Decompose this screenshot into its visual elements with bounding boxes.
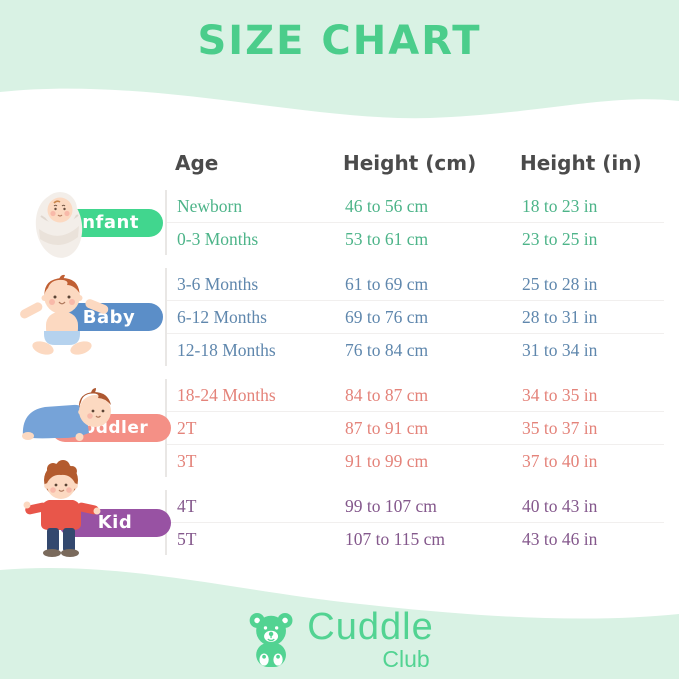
age-cell: 3-6 Months: [177, 273, 259, 294]
table-row: 2T 87 to 91 cm 35 to 37 in: [167, 411, 664, 444]
age-cell: 6-12 Months: [177, 306, 267, 327]
table-row: 5T 107 to 115 cm 43 to 46 in: [167, 522, 664, 555]
table-row: 3-6 Months 61 to 69 cm 25 to 28 in: [167, 268, 664, 300]
brand-subname: Club: [382, 646, 430, 672]
table-row: Newborn 46 to 56 cm 18 to 23 in: [167, 190, 664, 222]
height-cm-cell: 99 to 107 cm: [345, 495, 437, 516]
col-header-height-cm: Height (cm): [343, 151, 477, 175]
height-in-cell: 31 to 34 in: [522, 339, 598, 360]
header-wave-decoration: [0, 0, 679, 119]
group-label-infant: Infant: [15, 190, 165, 258]
brand-wordmark: Cuddle Club: [307, 608, 433, 671]
group-rows-baby: 3-6 Months 61 to 69 cm 25 to 28 in 6-12 …: [165, 268, 664, 366]
group-kid: Kid 4T 99 to 107 cm 40 to 43 in 5T 107 t…: [15, 460, 664, 557]
height-cm-cell: 91 to 99 cm: [345, 450, 429, 471]
height-in-cell: 37 to 40 in: [522, 450, 598, 471]
age-cell: 3T: [177, 450, 197, 471]
age-cell: 0-3 Months: [177, 228, 259, 249]
table-header-row: Age Height (cm) Height (in): [15, 142, 664, 184]
height-in-cell: 43 to 46 in: [522, 528, 598, 549]
age-cell: 2T: [177, 417, 197, 438]
page-title: SIZE CHART: [197, 18, 482, 64]
group-rows-toddler: 18-24 Months 84 to 87 cm 34 to 35 in 2T …: [165, 379, 664, 477]
age-cell: Newborn: [177, 195, 243, 216]
age-cell: 4T: [177, 495, 197, 516]
crawling-toddler-illustration-icon: [22, 388, 111, 441]
table-row: 0-3 Months 53 to 61 cm 23 to 25 in: [167, 222, 664, 255]
group-baby: Baby 3-6 Months 61 to 69 cm 25 to 28 in …: [15, 268, 664, 366]
col-header-height-in: Height (in): [520, 151, 642, 175]
height-in-cell: 40 to 43 in: [522, 495, 598, 516]
height-in-cell: 25 to 28 in: [522, 273, 598, 294]
standing-boy-illustration-icon: [23, 460, 101, 557]
table-row: 3T 91 to 99 cm 37 to 40 in: [167, 444, 664, 477]
height-in-cell: 23 to 25 in: [522, 228, 598, 249]
group-rows-infant: Newborn 46 to 56 cm 18 to 23 in 0-3 Mont…: [165, 190, 664, 255]
size-table: Age Height (cm) Height (in): [15, 142, 664, 557]
sitting-baby-illustration-icon: [20, 274, 109, 355]
group-rows-kid: 4T 99 to 107 cm 40 to 43 in 5T 107 to 11…: [165, 490, 664, 555]
height-cm-cell: 46 to 56 cm: [345, 195, 429, 216]
table-row: 18-24 Months 84 to 87 cm 34 to 35 in: [167, 379, 664, 411]
height-in-cell: 28 to 31 in: [522, 306, 598, 327]
height-cm-cell: 87 to 91 cm: [345, 417, 429, 438]
teddy-bear-logo-icon: [249, 612, 293, 667]
table-row: 12-18 Months 76 to 84 cm 31 to 34 in: [167, 333, 664, 366]
col-header-age: Age: [175, 151, 219, 175]
group-label-kid: Kid: [15, 460, 171, 557]
age-cell: 5T: [177, 528, 197, 549]
group-toddler: Toddler 18-24 Months 84 to 87 cm 34 to 3…: [15, 379, 664, 477]
height-in-cell: 35 to 37 in: [522, 417, 598, 438]
height-cm-cell: 84 to 87 cm: [345, 384, 429, 405]
group-label-toddler: Toddler: [15, 379, 171, 477]
brand-footer: Cuddle Club: [0, 608, 679, 671]
height-cm-cell: 69 to 76 cm: [345, 306, 429, 327]
group-label-baby: Baby: [15, 268, 165, 366]
height-cm-cell: 107 to 115 cm: [345, 528, 445, 549]
group-infant: Infant Newborn 46 to 56 cm 18 to 23 in 0…: [15, 190, 664, 258]
height-in-cell: 34 to 35 in: [522, 384, 598, 405]
table-row: 4T 99 to 107 cm 40 to 43 in: [167, 490, 664, 522]
height-in-cell: 18 to 23 in: [522, 195, 598, 216]
height-cm-cell: 76 to 84 cm: [345, 339, 429, 360]
height-cm-cell: 61 to 69 cm: [345, 273, 429, 294]
footer-wave-decoration: [0, 567, 679, 679]
swaddled-baby-illustration-icon: [35, 192, 83, 258]
age-cell: 18-24 Months: [177, 384, 276, 405]
brand-name: Cuddle: [307, 606, 434, 648]
age-cell: 12-18 Months: [177, 339, 276, 360]
height-cm-cell: 53 to 61 cm: [345, 228, 429, 249]
table-row: 6-12 Months 69 to 76 cm 28 to 31 in: [167, 300, 664, 333]
